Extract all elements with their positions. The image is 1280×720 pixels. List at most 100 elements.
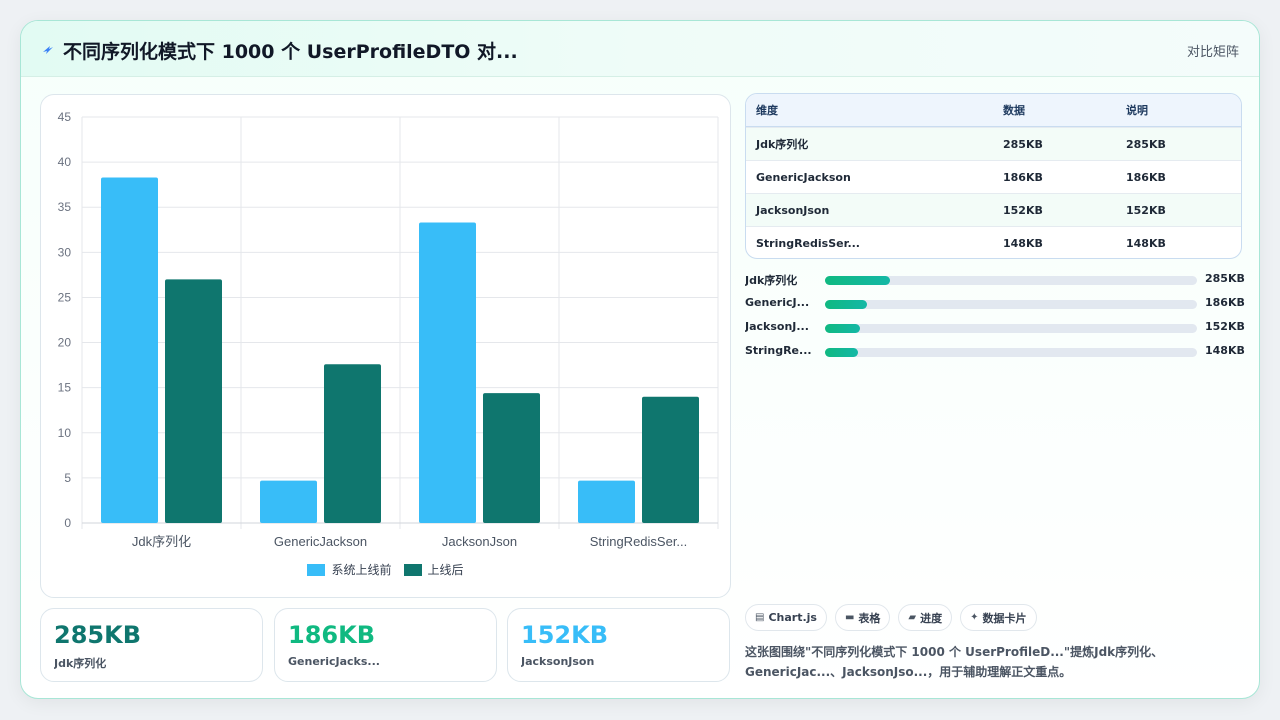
y-tick-label: 35: [58, 200, 72, 214]
table-header-row: 维度 数据 说明: [746, 94, 1241, 127]
x-tick-label: StringRedisSer...: [590, 534, 688, 549]
bar: [578, 480, 635, 523]
table-cell: 152KB: [1003, 203, 1043, 217]
legend-label-after: 上线后: [427, 563, 464, 577]
bar: [642, 396, 699, 523]
x-tick-label: GenericJackson: [274, 534, 367, 549]
progress-value: 148KB: [1205, 344, 1245, 357]
tab-progress[interactable]: ▰ 进度: [898, 604, 953, 631]
y-tick-label: 10: [58, 426, 72, 440]
stat-value: 152KB: [521, 621, 608, 649]
progress-row: Jdk序列化 285KB: [745, 269, 1245, 293]
progress-row: GenericJ... 186KB: [745, 293, 1245, 317]
table-cell: StringRedisSer...: [756, 236, 860, 250]
progress-track: [825, 300, 1197, 309]
legend-item-after[interactable]: 上线后: [403, 561, 464, 578]
chart-icon: ▤: [755, 612, 765, 623]
stat-value: 285KB: [54, 621, 141, 649]
legend-label-before: 系统上线前: [331, 563, 392, 577]
progress-row: StringRe... 148KB: [745, 341, 1245, 365]
progress-list: Jdk序列化 285KB GenericJ... 186KB JacksonJ.…: [745, 269, 1245, 365]
table-header-cell: 数据: [1003, 104, 1025, 117]
y-tick-label: 0: [64, 516, 71, 530]
legend-swatch-before: [307, 563, 326, 576]
progress-fill: [825, 276, 891, 285]
stat-label: GenericJacks...: [288, 655, 380, 668]
progress-fill: [825, 300, 868, 309]
table-row: GenericJackson 186KB 186KB: [746, 160, 1241, 193]
bar: [165, 279, 222, 523]
progress-label: StringRe...: [745, 344, 812, 357]
y-tick-label: 5: [64, 471, 71, 485]
stat-value: 186KB: [288, 621, 375, 649]
progress-icon: ▰: [908, 612, 917, 623]
table-cell: 148KB: [1003, 236, 1043, 250]
progress-value: 186KB: [1205, 296, 1245, 309]
y-tick-label: 25: [58, 290, 72, 304]
stat-label: JacksonJson: [521, 655, 595, 668]
progress-fill: [825, 348, 858, 357]
tab-label: Chart.js: [768, 611, 817, 624]
progress-track: [825, 348, 1197, 357]
x-tick-label: JacksonJson: [442, 534, 517, 549]
table-header-cell: 说明: [1126, 104, 1148, 117]
table-cell: 285KB: [1126, 137, 1166, 151]
table-cell: 285KB: [1003, 137, 1043, 151]
progress-label: Jdk序列化: [745, 274, 798, 287]
progress-value: 285KB: [1205, 272, 1245, 285]
sparkle-icon: ✦: [970, 612, 979, 623]
tab-data-cards[interactable]: ✦ 数据卡片: [960, 604, 1037, 631]
table-cell: 186KB: [1126, 170, 1166, 184]
bar: [324, 364, 381, 523]
x-tick-label: Jdk序列化: [132, 534, 191, 549]
tab-chartjs[interactable]: ▤ Chart.js: [745, 604, 827, 631]
bar: [483, 393, 540, 523]
progress-label: JacksonJ...: [745, 320, 809, 333]
chart-canvas: 0 5 10 15 20 25 30 35 40 45 Jdk序列化 GenericJackson Ja…: [58, 110, 719, 549]
bar: [101, 177, 158, 523]
y-tick-label: 30: [58, 245, 72, 259]
y-tick-label: 45: [58, 110, 72, 124]
chart-legend: 系统上线前 上线后: [41, 561, 730, 578]
stat-label: Jdk序列化: [54, 657, 107, 670]
view-tabs: ▤ Chart.js ▬ 表格 ▰ 进度 ✦ 数据卡片: [745, 604, 1037, 631]
progress-row: JacksonJ... 152KB: [745, 317, 1245, 341]
bar: [260, 480, 317, 523]
y-tick-label: 15: [58, 381, 72, 395]
table-cell: Jdk序列化: [756, 138, 809, 151]
progress-value: 152KB: [1205, 320, 1245, 333]
table-icon: ▬: [844, 612, 855, 623]
tab-label: 表格: [858, 611, 881, 625]
table-row: JacksonJson 152KB 152KB: [746, 193, 1241, 226]
legend-swatch-after: [403, 563, 422, 576]
table-cell: 148KB: [1126, 236, 1166, 250]
stat-card: 186KB GenericJacks...: [274, 608, 497, 682]
y-tick-label: 40: [58, 155, 72, 169]
report-card: 不同序列化模式下 1000 个 UserProfileDTO 对... 对比矩阵…: [20, 20, 1260, 699]
bolt-icon: [43, 46, 53, 54]
progress-fill: [825, 324, 860, 333]
tab-label: 进度: [920, 611, 943, 625]
tab-label: 数据卡片: [982, 611, 1027, 625]
table-cell: JacksonJson: [756, 203, 830, 217]
matrix-link[interactable]: 对比矩阵: [1186, 45, 1239, 60]
bar: [419, 222, 476, 523]
y-tick-label: 20: [58, 336, 72, 350]
progress-label: GenericJ...: [745, 296, 810, 309]
data-table: 维度 数据 说明 Jdk序列化 285KB 285KB GenericJacks…: [745, 93, 1242, 259]
page-title: 不同序列化模式下 1000 个 UserProfileDTO 对...: [63, 41, 518, 63]
chart-description: 这张图围绕"不同序列化模式下 1000 个 UserProfileD..."提炼…: [745, 645, 1164, 679]
table-cell: GenericJackson: [756, 170, 851, 184]
table-header-cell: 维度: [756, 104, 778, 117]
bar-chart: 0 5 10 15 20 25 30 35 40 45 Jdk序列化 GenericJackson Ja…: [40, 94, 731, 598]
stat-card: 285KB Jdk序列化: [40, 608, 263, 682]
stat-card: 152KB JacksonJson: [507, 608, 730, 682]
progress-track: [825, 276, 1197, 285]
legend-item-before[interactable]: 系统上线前: [307, 561, 392, 578]
tab-table[interactable]: ▬ 表格: [834, 604, 891, 631]
card-header: 不同序列化模式下 1000 个 UserProfileDTO 对... 对比矩阵: [21, 21, 1259, 77]
table-row: StringRedisSer... 148KB 148KB: [746, 226, 1241, 258]
table-row: Jdk序列化 285KB 285KB: [746, 127, 1241, 160]
table-cell: 186KB: [1003, 170, 1043, 184]
progress-track: [825, 324, 1197, 333]
